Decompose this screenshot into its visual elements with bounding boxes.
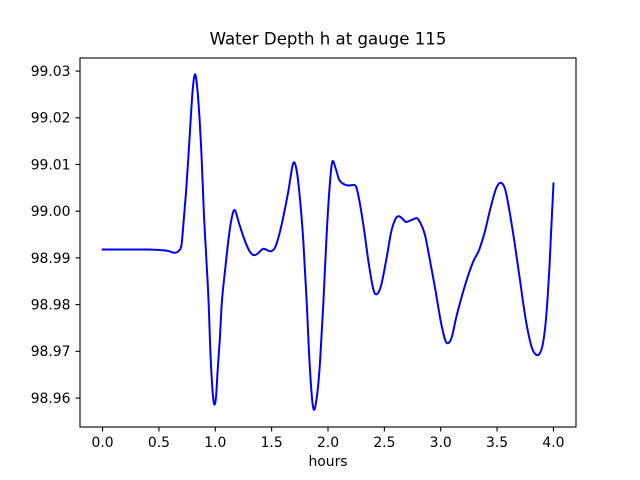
x-tick-label: 2.5: [373, 435, 395, 451]
x-axis-label: hours: [308, 454, 347, 470]
x-tick-label: 0.0: [91, 435, 113, 451]
y-tick-label: 98.98: [31, 298, 71, 314]
y-tick-label: 99.01: [31, 157, 71, 173]
x-tick-label: 0.5: [148, 435, 170, 451]
y-tick-label: 99.03: [31, 64, 71, 80]
x-tick-label: 2.0: [317, 435, 339, 451]
y-tick-label: 98.96: [31, 391, 71, 407]
axes-spines: [79, 57, 577, 428]
plot-area: 0.0 0.5 1.0 1.5 2.0 2.5 3.0 3.5 4.0 98.96 98.97 98.…: [31, 57, 577, 451]
line-series-water-depth: [101, 73, 555, 411]
x-tick-label: 3.0: [430, 435, 452, 451]
x-tick-label: 1.0: [204, 435, 226, 451]
x-tick-label: 4.0: [542, 435, 564, 451]
y-tick-label: 98.97: [31, 344, 71, 360]
x-tick-label: 3.5: [486, 435, 508, 451]
chart-title: Water Depth h at gauge 115: [210, 30, 447, 49]
y-tick-label: 99.02: [31, 111, 71, 127]
x-tick-label: 1.5: [261, 435, 283, 451]
y-tick-label: 98.99: [31, 251, 71, 267]
y-tick-label: 99.00: [31, 204, 71, 220]
